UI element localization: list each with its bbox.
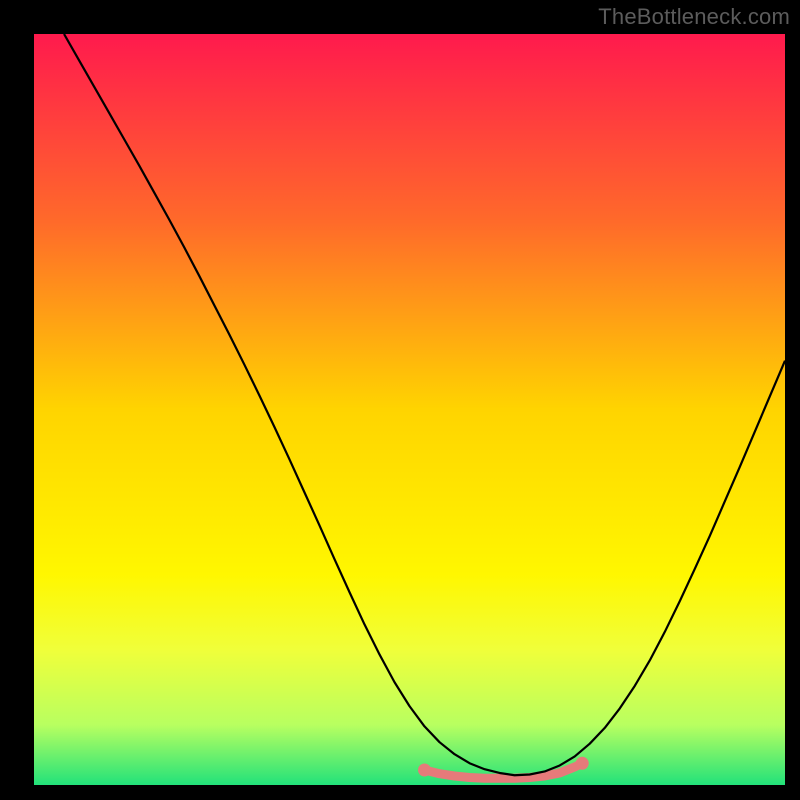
optimal-range-start-marker bbox=[418, 763, 431, 776]
plot-background bbox=[34, 34, 785, 785]
optimal-range-end-marker bbox=[576, 757, 589, 770]
watermark-text: TheBottleneck.com bbox=[598, 4, 790, 30]
